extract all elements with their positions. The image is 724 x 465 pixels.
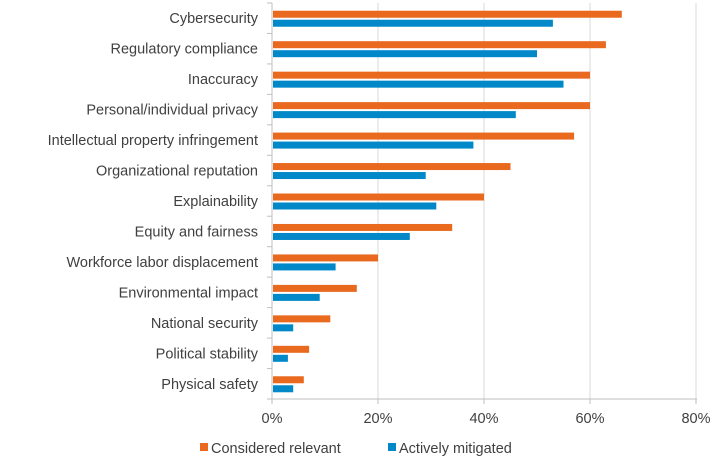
- bar-actively-mitigated: [273, 324, 294, 332]
- bar-considered-relevant: [273, 223, 453, 231]
- category-label: Cybersecurity: [169, 11, 258, 27]
- gridlines: [377, 3, 697, 399]
- category-label: Regulatory compliance: [111, 42, 259, 58]
- bar-considered-relevant: [273, 41, 606, 49]
- bar-considered-relevant: [273, 102, 590, 110]
- legend-label: Considered relevant: [211, 441, 341, 457]
- bar-actively-mitigated: [273, 50, 537, 58]
- bar-actively-mitigated: [273, 172, 426, 180]
- category-label: Personal/individual privacy: [86, 103, 258, 119]
- bar-actively-mitigated: [273, 141, 474, 149]
- bar-actively-mitigated: [273, 202, 437, 210]
- category-label: Political stability: [156, 346, 259, 362]
- bar-actively-mitigated: [273, 293, 320, 301]
- category-label: Workforce labor displacement: [66, 255, 258, 271]
- category-label: Explainability: [173, 194, 258, 210]
- category-label: Physical safety: [161, 377, 258, 393]
- bar-considered-relevant: [273, 132, 575, 140]
- x-tick-label: 40%: [469, 411, 498, 427]
- legend-item-considered-relevant[interactable]: Considered relevant: [200, 441, 341, 457]
- bar-considered-relevant: [273, 193, 484, 201]
- legend-swatch: [388, 443, 396, 451]
- x-tick-label: 60%: [575, 411, 604, 427]
- x-tick-labels: 0% 20% 40% 60% 80%: [262, 411, 711, 427]
- bar-actively-mitigated: [273, 354, 288, 362]
- category-labels: Cybersecurity Regulatory compliance Inaccu…: [48, 11, 259, 393]
- bar-actively-mitigated: [273, 80, 564, 88]
- bar-considered-relevant: [273, 376, 304, 384]
- category-label: Inaccuracy: [188, 72, 259, 88]
- category-label: Environmental impact: [119, 285, 258, 301]
- legend-item-actively-mitigated[interactable]: Actively mitigated: [388, 441, 512, 457]
- bar-considered-relevant: [273, 254, 378, 262]
- bar-considered-relevant: [273, 345, 310, 353]
- bar-considered-relevant: [273, 10, 622, 18]
- bars: [273, 10, 622, 393]
- category-label: Intellectual property infringement: [48, 133, 258, 149]
- x-tick-label: 20%: [363, 411, 392, 427]
- legend-swatch: [200, 443, 208, 451]
- bar-actively-mitigated: [273, 111, 516, 119]
- category-label: Equity and fairness: [135, 224, 258, 240]
- bar-considered-relevant: [273, 71, 590, 79]
- category-label: Organizational reputation: [96, 164, 258, 180]
- axes: [267, 2, 697, 404]
- bar-actively-mitigated: [273, 385, 294, 393]
- bar-actively-mitigated: [273, 263, 336, 271]
- bar-considered-relevant: [273, 284, 357, 292]
- bar-considered-relevant: [273, 163, 511, 171]
- bar-considered-relevant: [273, 315, 331, 323]
- legend[interactable]: Considered relevant Actively mitigated: [200, 441, 512, 457]
- x-tick-label: 80%: [681, 411, 710, 427]
- x-tick-label: 0%: [262, 411, 283, 427]
- category-label: National security: [151, 316, 259, 332]
- legend-label: Actively mitigated: [399, 441, 512, 457]
- bar-actively-mitigated: [273, 19, 553, 27]
- bar-actively-mitigated: [273, 232, 410, 240]
